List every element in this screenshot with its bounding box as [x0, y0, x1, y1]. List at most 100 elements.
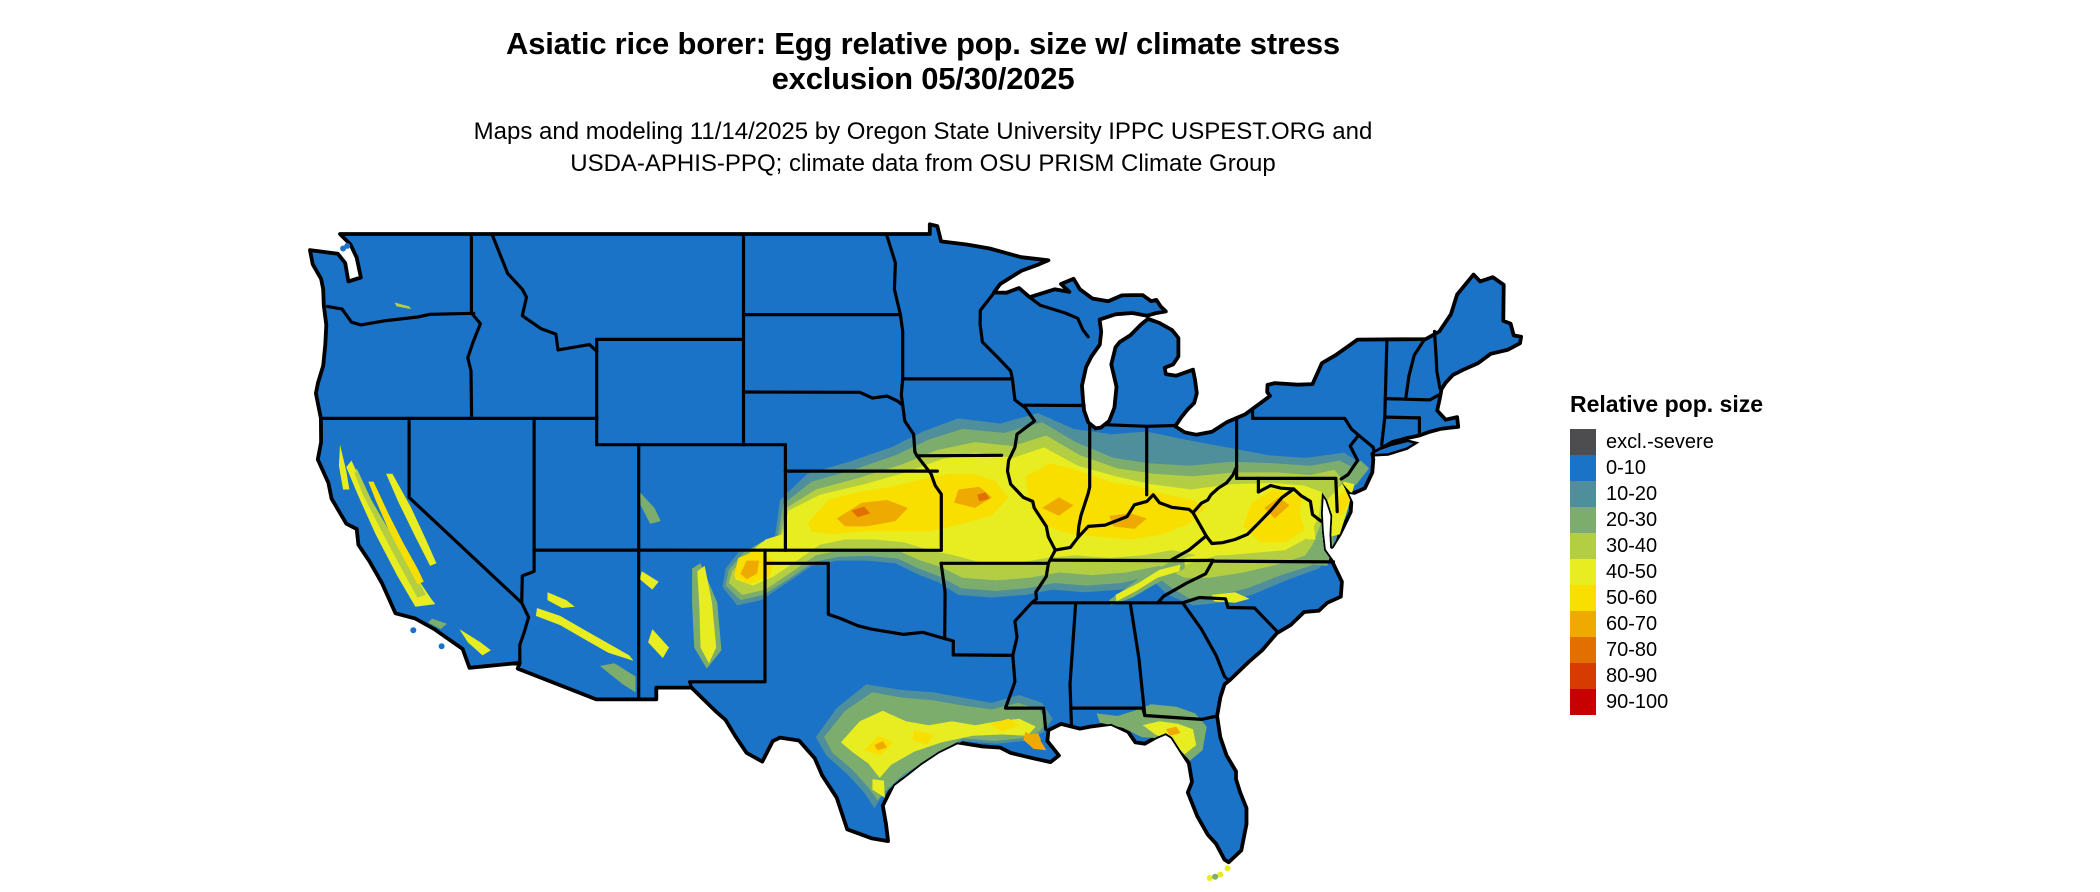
small-island-dot — [1212, 873, 1219, 880]
legend-swatch — [1570, 507, 1596, 533]
legend-item-label: 30-40 — [1606, 535, 1658, 557]
legend-items: excl.-severe 0-10 10-20 20-30 30-40 40-50 50-6… — [1570, 429, 1763, 715]
raster-patch-60-70 — [740, 560, 760, 580]
legend-item-label: 20-30 — [1606, 509, 1658, 531]
raster-patch-30-40 — [394, 302, 412, 310]
raster-patch-60-70 — [874, 741, 887, 751]
raster-patch-20-30 — [639, 492, 661, 524]
legend-item: 30-40 — [1570, 533, 1763, 559]
small-island-dot — [410, 627, 417, 634]
raster-patch-40-50 — [639, 571, 659, 590]
title-block: Asiatic rice borer: Egg relative pop. si… — [0, 0, 1846, 180]
state-border-line — [1256, 483, 1323, 523]
raster-patch-40-50 — [459, 629, 491, 656]
legend-item-label: 70-80 — [1606, 639, 1658, 661]
raster-patch-20-30 — [1299, 460, 1370, 566]
map-subtitle-line2: USDA-APHIS-PPQ; climate data from OSU PR… — [570, 150, 1276, 177]
state-border-line — [490, 232, 599, 353]
raster-patch-60-70 — [1165, 726, 1181, 736]
legend-swatch — [1570, 585, 1596, 611]
legend-swatch — [1570, 663, 1596, 689]
legend-swatch — [1570, 559, 1596, 585]
raster-patch-60-70 — [836, 500, 908, 527]
legend-item-label: 40-50 — [1606, 561, 1658, 583]
state-border-line — [1069, 706, 1219, 721]
raster-patch-70-80 — [977, 492, 990, 502]
state-border-line — [898, 313, 905, 381]
legend-title: Relative pop. size — [1570, 391, 1764, 417]
state-border-line — [915, 453, 1004, 458]
state-border-line — [899, 377, 905, 407]
legend-item: 90-100 — [1570, 689, 1763, 715]
raster-patch-70-80 — [851, 506, 871, 518]
raster-patch-60-70 — [1109, 513, 1147, 529]
state-border-line — [1334, 476, 1339, 514]
state-border-line — [1168, 534, 1208, 563]
legend-item-label: excl.-severe — [1606, 431, 1714, 453]
legend-item: 20-30 — [1570, 507, 1763, 533]
legend-item-label: 50-60 — [1606, 587, 1658, 609]
state-border-line — [1383, 415, 1421, 420]
raster-patch-40-50 — [547, 592, 575, 608]
raster-patch-40-50 — [735, 447, 1322, 586]
state-border-line — [1003, 653, 1048, 731]
legend-item: 70-80 — [1570, 637, 1763, 663]
state-border-line — [1204, 487, 1296, 546]
raster-patch-20-30 — [428, 618, 447, 630]
raster-patch-60-70 — [954, 486, 992, 508]
raster-patch-40-50 — [840, 710, 1036, 778]
raster-patch-40-50 — [338, 444, 350, 490]
state-border-line — [1383, 393, 1440, 402]
raster-patch-40-50 — [872, 779, 885, 798]
state-border-line — [1128, 601, 1147, 718]
state-border-line — [518, 416, 536, 665]
state-border-line — [1103, 423, 1177, 428]
state-border-line — [1211, 559, 1336, 564]
state-border-line — [951, 653, 1015, 657]
raster-patch-20-30 — [599, 663, 636, 693]
small-island-dot — [1206, 875, 1213, 881]
map-title-line2: exclusion 05/30/2025 — [771, 61, 1075, 96]
legend-swatch — [1570, 637, 1596, 663]
state-border-line — [466, 232, 482, 420]
legend-item-label: 10-20 — [1606, 483, 1658, 505]
state-border-line — [1048, 558, 1215, 563]
small-island-dot — [1224, 865, 1231, 872]
raster-patch-60-70 — [1029, 733, 1042, 741]
raster-patch-50-60 — [1335, 489, 1351, 516]
raster-patch-50-60 — [1025, 463, 1206, 540]
state-border-line — [1181, 601, 1231, 683]
map-title-line1: Asiatic rice borer: Egg relative pop. si… — [506, 26, 1340, 61]
state-border-line — [1068, 601, 1078, 728]
raster-patch-60-70 — [1042, 497, 1074, 516]
raster-patch-40-50 — [697, 565, 717, 664]
raster-patch-50-60 — [368, 481, 424, 585]
state-border-line — [1191, 511, 1208, 538]
legend-swatch — [1570, 611, 1596, 637]
legend: Relative pop. size excl.-severe 0-10 10-20… — [1570, 391, 1763, 715]
state-border-line — [688, 548, 767, 690]
raster-patch-40-50 — [535, 608, 634, 661]
raster-patch-60-70 — [1264, 497, 1290, 519]
small-island-dot — [340, 245, 347, 252]
legend-item: 40-50 — [1570, 559, 1763, 585]
islands-and-keys — [340, 242, 1420, 881]
state-border-line — [1181, 595, 1280, 635]
legend-item-label: 0-10 — [1606, 457, 1647, 479]
state-border-line — [1156, 558, 1215, 605]
legend-item: 80-90 — [1570, 663, 1763, 689]
map-subtitle-line1: Maps and modeling 11/14/2025 by Oregon S… — [473, 118, 1373, 145]
state-border-line — [978, 291, 1057, 552]
state-borders — [319, 232, 1442, 731]
long-island — [1371, 439, 1420, 457]
state-border-line — [1432, 329, 1442, 391]
legend-item-label: 80-90 — [1606, 665, 1658, 687]
legend-swatch — [1570, 481, 1596, 507]
state-border-line — [884, 232, 902, 317]
state-border-line — [826, 561, 947, 641]
small-island-dot — [438, 643, 445, 650]
raster-patch-50-60 — [1243, 489, 1313, 543]
legend-item: 0-10 — [1570, 455, 1763, 481]
